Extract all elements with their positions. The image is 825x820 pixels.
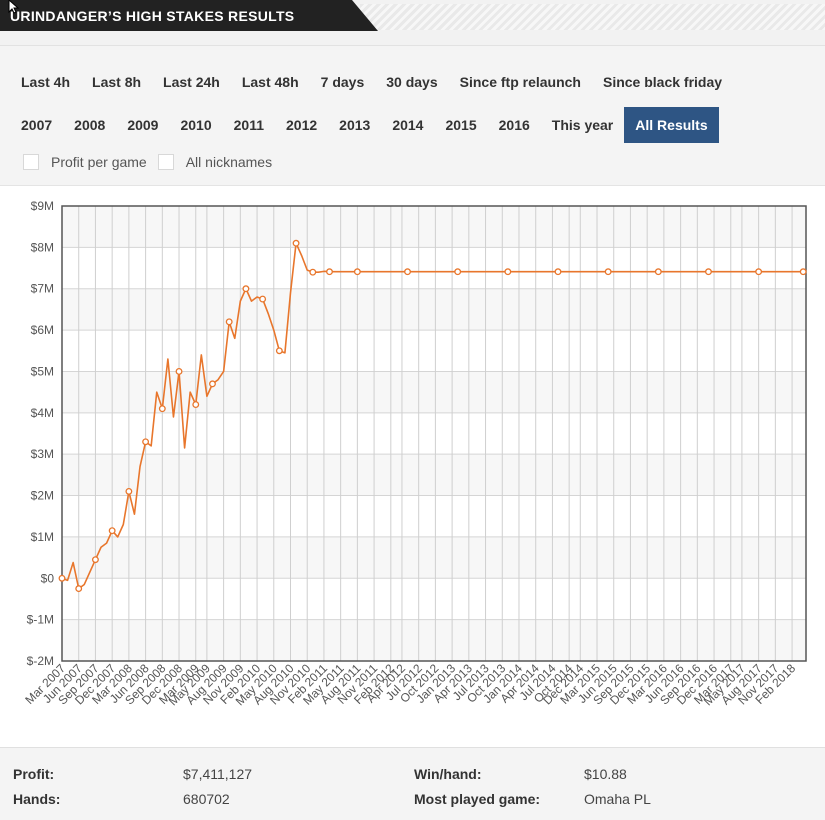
- filter-7-days[interactable]: 7 days: [320, 74, 365, 90]
- data-point: [142, 438, 150, 446]
- data-point: [554, 268, 562, 276]
- plot-border: [61, 205, 807, 662]
- filter-2008[interactable]: 2008: [74, 117, 106, 133]
- data-point: [454, 268, 462, 276]
- filter-2015[interactable]: 2015: [445, 117, 477, 133]
- filter-2013[interactable]: 2013: [339, 117, 371, 133]
- y-tick-label: $1M: [31, 530, 54, 544]
- data-point: [799, 268, 807, 276]
- title-tab: URINDANGER’S HIGH STAKES RESULTS: [0, 0, 378, 31]
- profit-per-game-label: Profit per game: [51, 154, 147, 170]
- plot-band: [62, 454, 806, 496]
- profit-label: Profit:: [13, 766, 55, 782]
- profit-value: $7,411,127: [183, 766, 253, 782]
- most-played-game-label: Most played game:: [414, 791, 541, 807]
- year-filters: 2007 2008 2009 2010 2011 2012 2013 2014 2015 2016…: [10, 107, 719, 143]
- data-point: [125, 487, 133, 495]
- hands-value: 680702: [183, 791, 230, 807]
- filter-this-year[interactable]: This year: [551, 117, 614, 133]
- data-point: [654, 268, 662, 276]
- header-stripes: [360, 4, 825, 30]
- time-range-filters: Last 4h Last 8h Last 24h Last 48h 7 days 30 d…: [10, 64, 733, 100]
- filter-panel: Last 4h Last 8h Last 24h Last 48h 7 days 30 d…: [0, 45, 825, 185]
- mouse-cursor-icon: [8, 0, 20, 14]
- data-point: [108, 527, 116, 535]
- plot-band: [62, 330, 806, 372]
- data-point: [175, 368, 183, 375]
- data-point: [158, 405, 166, 413]
- options-checkboxes: Profit per game All nicknames: [23, 154, 283, 170]
- data-point: [353, 268, 361, 276]
- plot-band: [62, 288, 806, 331]
- all-nicknames-option[interactable]: All nicknames: [157, 154, 273, 170]
- profit-per-game-checkbox[interactable]: [23, 154, 39, 170]
- y-tick-label: $0: [41, 571, 55, 585]
- y-tick-label: $-1M: [27, 613, 54, 627]
- plot-band: [62, 247, 806, 289]
- data-point: [209, 380, 216, 388]
- chart-panel: $-2M $-1M $0 $1M $2M $3M $4M $5M $6M $7M $8M $9M Mar…: [0, 185, 825, 747]
- filter-30-days[interactable]: 30 days: [386, 74, 438, 90]
- page-header: URINDANGER’S HIGH STAKES RESULTS: [0, 0, 825, 45]
- filter-last-48h[interactable]: Last 48h: [241, 74, 299, 90]
- plot-band: [62, 619, 806, 661]
- data-point: [604, 268, 612, 276]
- data-point: [75, 585, 83, 593]
- y-tick-label: $9M: [31, 199, 54, 213]
- y-tick-label: $5M: [31, 364, 54, 378]
- filter-last-4h[interactable]: Last 4h: [21, 74, 71, 90]
- all-nicknames-label: All nicknames: [185, 154, 273, 170]
- y-tick-label: $3M: [31, 447, 54, 461]
- data-point: [292, 239, 300, 247]
- filter-2007[interactable]: 2007: [21, 117, 53, 133]
- data-point: [309, 268, 317, 276]
- filter-2016[interactable]: 2016: [498, 117, 530, 133]
- data-point: [755, 268, 763, 276]
- data-point: [275, 347, 283, 355]
- filter-2012[interactable]: 2012: [286, 117, 318, 133]
- profit-line-chart[interactable]: $-2M$-1M$0$1M$2M$3M$4M$5M$6M$7M$8M$9MMar…: [0, 186, 825, 748]
- data-point: [504, 268, 512, 276]
- data-point: [705, 268, 712, 276]
- hands-label: Hands:: [13, 791, 61, 807]
- data-point: [242, 285, 250, 293]
- plot-band: [62, 206, 806, 248]
- data-point: [58, 574, 66, 582]
- plot-band: [62, 412, 806, 455]
- filter-2010[interactable]: 2010: [180, 117, 212, 133]
- y-tick-label: $4M: [31, 406, 54, 420]
- filter-last-8h[interactable]: Last 8h: [92, 74, 142, 90]
- data-point: [326, 268, 333, 276]
- data-point: [404, 268, 411, 276]
- plot-band: [62, 371, 806, 413]
- data-point: [91, 556, 99, 564]
- data-point: [259, 295, 267, 303]
- plot-band: [62, 578, 806, 620]
- filter-all-results[interactable]: All Results: [624, 107, 719, 143]
- data-point: [225, 318, 233, 326]
- y-tick-label: $8M: [31, 240, 54, 254]
- most-played-game-value: Omaha PL: [584, 791, 651, 807]
- all-nicknames-checkbox[interactable]: [157, 154, 174, 170]
- plot-band: [62, 495, 806, 537]
- page-title: URINDANGER’S HIGH STAKES RESULTS: [10, 8, 295, 24]
- win-per-hand-label: Win/hand:: [414, 766, 482, 782]
- filter-since-black-friday[interactable]: Since black friday: [602, 74, 723, 90]
- y-tick-label: $6M: [31, 323, 54, 337]
- plot-band: [62, 536, 806, 579]
- filter-2011[interactable]: 2011: [233, 117, 264, 133]
- stats-footer: Profit: $7,411,127 Hands: 680702 Win/han…: [0, 747, 825, 820]
- filter-2009[interactable]: 2009: [127, 117, 159, 133]
- profit-per-game-option[interactable]: Profit per game: [23, 154, 147, 170]
- y-tick-label: $7M: [31, 282, 54, 296]
- win-per-hand-value: $10.88: [584, 766, 627, 782]
- data-point: [192, 401, 200, 408]
- filter-since-ftp-relaunch[interactable]: Since ftp relaunch: [459, 74, 581, 90]
- y-tick-label: $2M: [31, 489, 54, 503]
- filter-2014[interactable]: 2014: [392, 117, 424, 133]
- filter-last-24h[interactable]: Last 24h: [163, 74, 220, 90]
- y-tick-label: $-2M: [27, 654, 54, 668]
